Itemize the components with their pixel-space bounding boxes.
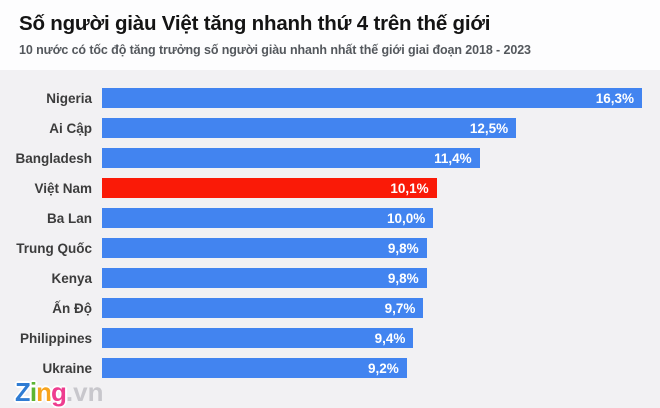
zing-logo: Zing.vn [15,379,103,405]
value-label: 9,8% [387,240,419,256]
chart-title: Số người giàu Việt tăng nhanh thứ 4 trên… [19,12,491,35]
value-bar: 9,4% [102,328,414,348]
bar-track: 9,4% [102,328,660,348]
country-label: Kenya [51,270,92,286]
bar-track: 9,8% [102,238,660,258]
chart-row: Bangladesh 11,4% [0,143,660,173]
zing-logo-letter: g [51,377,67,407]
bar-track: 10,1% [102,178,660,198]
zing-logo-letter: i [29,377,37,407]
chart-row: Nigeria 16,3% [0,83,660,113]
country-label: Ai Cập [49,120,92,136]
country-label: Ấn Độ [52,300,92,316]
chart-row: Ukraine 9,2% [0,353,660,383]
value-label: 12,5% [469,120,509,136]
country-label: Philippines [19,330,92,346]
chart-header: Số người giàu Việt tăng nhanh thứ 4 trên… [0,0,660,70]
value-bar: 16,3% [102,88,642,108]
bar-track: 16,3% [102,88,660,108]
value-label: 16,3% [595,90,634,106]
bar-track: 9,7% [102,298,660,318]
value-label: 9,2% [368,360,399,376]
value-label: 11,4% [434,150,472,166]
chart-row: Ấn Độ 9,7% [0,293,660,323]
zing-logo-letter: n [36,377,52,407]
country-label: Bangladesh [15,150,92,166]
chart-row: Kenya 9,8% [0,263,660,293]
value-label: 10,1% [390,180,429,196]
value-bar: 10,0% [102,208,434,228]
bar-track: 9,8% [102,268,660,288]
value-bar: 9,2% [102,358,407,378]
value-bar: 9,8% [102,238,427,258]
value-bar: 11,4% [102,148,480,168]
chart-row: Ba Lan 10,0% [0,203,660,233]
bar-track: 11,4% [102,148,660,168]
zing-logo-letters: Zing [15,377,67,407]
bar-track: 9,2% [102,358,660,378]
zing-logo-suffix: .vn [65,377,104,407]
value-label: 9,4% [374,330,406,346]
country-label: Ba Lan [46,210,92,226]
bar-track: 12,5% [102,118,660,138]
chart-subtitle: 10 nước có tốc độ tăng trưởng số người g… [19,43,531,57]
value-label: 10,0% [387,210,426,226]
country-label: Nigeria [46,90,92,106]
bar-chart: Nigeria 16,3% Ai Cập 12,5% Bangladesh 11… [0,83,660,383]
value-bar: 9,7% [102,298,424,318]
bar-track: 10,0% [102,208,660,228]
value-label: 9,8% [387,270,419,286]
country-label: Ukraine [42,360,92,376]
country-label: Việt Nam [34,180,92,196]
chart-row: Philippines 9,4% [0,323,660,353]
value-bar: 9,8% [102,268,427,288]
zing-logo-letter: Z [15,377,31,407]
value-label: 9,7% [384,300,416,316]
chart-row: Trung Quốc 9,8% [0,233,660,263]
chart-row: Việt Nam 10,1% [0,173,660,203]
chart-row: Ai Cập 12,5% [0,113,660,143]
value-bar: 10,1% [102,178,437,198]
country-label: Trung Quốc [16,240,92,256]
value-bar: 12,5% [102,118,517,138]
